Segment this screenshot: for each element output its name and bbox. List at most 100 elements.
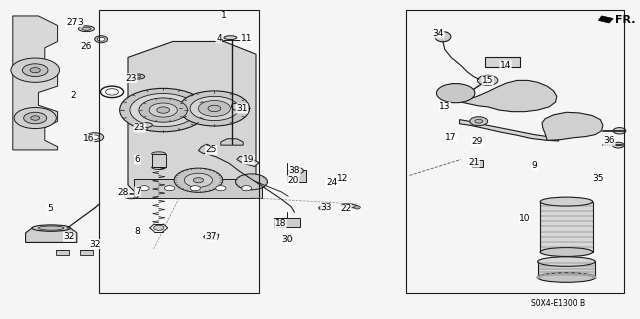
Circle shape xyxy=(193,178,204,183)
Ellipse shape xyxy=(38,226,64,230)
Circle shape xyxy=(97,37,105,41)
Polygon shape xyxy=(204,233,219,240)
Ellipse shape xyxy=(319,206,328,210)
Circle shape xyxy=(554,272,558,274)
Ellipse shape xyxy=(540,248,593,256)
Text: 16: 16 xyxy=(83,134,94,143)
Circle shape xyxy=(139,186,149,191)
Bar xyxy=(406,10,624,293)
Circle shape xyxy=(22,64,48,77)
Text: 21: 21 xyxy=(468,158,479,167)
Text: 37: 37 xyxy=(205,232,217,241)
Text: 9: 9 xyxy=(532,161,537,170)
Circle shape xyxy=(613,128,626,134)
Polygon shape xyxy=(542,112,603,140)
Circle shape xyxy=(179,91,250,126)
Ellipse shape xyxy=(449,84,463,89)
Text: 36: 36 xyxy=(604,137,615,145)
Circle shape xyxy=(612,142,624,148)
Ellipse shape xyxy=(340,204,357,208)
Text: 31: 31 xyxy=(236,104,248,113)
Text: 1: 1 xyxy=(221,11,227,20)
Circle shape xyxy=(216,186,226,191)
Ellipse shape xyxy=(140,122,152,128)
Text: 28: 28 xyxy=(118,189,129,197)
Text: 14: 14 xyxy=(500,61,511,70)
Polygon shape xyxy=(598,16,613,23)
Text: 3: 3 xyxy=(77,18,83,27)
Circle shape xyxy=(477,75,498,85)
Circle shape xyxy=(86,133,104,142)
Circle shape xyxy=(446,88,465,98)
Text: 15: 15 xyxy=(482,76,493,85)
Circle shape xyxy=(586,274,589,276)
Ellipse shape xyxy=(538,257,595,266)
Circle shape xyxy=(157,107,170,113)
Text: 29: 29 xyxy=(471,137,483,146)
Ellipse shape xyxy=(232,103,239,110)
Ellipse shape xyxy=(224,36,237,40)
Text: 25: 25 xyxy=(205,145,217,154)
Bar xyxy=(538,261,595,278)
Circle shape xyxy=(548,273,552,275)
Text: 35: 35 xyxy=(593,174,604,182)
Circle shape xyxy=(120,88,207,132)
Bar xyxy=(287,170,306,182)
Circle shape xyxy=(321,207,326,209)
Circle shape xyxy=(130,93,196,127)
Circle shape xyxy=(575,272,579,274)
Text: 32: 32 xyxy=(89,240,100,249)
Circle shape xyxy=(190,186,200,191)
Text: 5: 5 xyxy=(47,204,52,213)
Circle shape xyxy=(483,78,493,83)
Ellipse shape xyxy=(435,32,451,42)
Circle shape xyxy=(589,274,593,276)
Polygon shape xyxy=(13,16,58,150)
Circle shape xyxy=(536,277,540,278)
Text: 10: 10 xyxy=(519,214,531,223)
Text: 19: 19 xyxy=(243,155,254,164)
Circle shape xyxy=(236,174,268,190)
Circle shape xyxy=(127,194,135,198)
Circle shape xyxy=(291,167,303,174)
Circle shape xyxy=(184,173,212,187)
Ellipse shape xyxy=(152,152,166,156)
Text: 20: 20 xyxy=(287,176,299,185)
Text: 12: 12 xyxy=(337,174,348,183)
Text: 24: 24 xyxy=(326,178,337,187)
Text: 2: 2 xyxy=(71,91,76,100)
Bar xyxy=(134,179,262,198)
Text: 32: 32 xyxy=(63,232,75,241)
Text: 23: 23 xyxy=(125,74,137,83)
Text: 30: 30 xyxy=(281,235,292,244)
Ellipse shape xyxy=(538,273,595,282)
Polygon shape xyxy=(26,228,77,242)
Circle shape xyxy=(11,58,60,82)
Bar xyxy=(540,202,593,252)
Text: 18: 18 xyxy=(275,219,286,228)
Circle shape xyxy=(580,273,584,275)
Ellipse shape xyxy=(284,236,292,241)
Polygon shape xyxy=(198,144,212,154)
Circle shape xyxy=(30,68,40,73)
Ellipse shape xyxy=(82,27,91,30)
Ellipse shape xyxy=(540,197,593,206)
Polygon shape xyxy=(128,41,256,198)
Text: 6: 6 xyxy=(135,155,140,164)
Ellipse shape xyxy=(134,75,141,78)
Bar xyxy=(472,160,483,167)
Circle shape xyxy=(475,119,483,123)
Circle shape xyxy=(438,34,448,39)
Bar xyxy=(99,10,259,293)
Ellipse shape xyxy=(124,194,138,199)
Text: 26: 26 xyxy=(81,42,92,51)
Circle shape xyxy=(149,103,177,117)
Ellipse shape xyxy=(131,74,145,79)
Circle shape xyxy=(436,84,475,103)
Circle shape xyxy=(154,225,164,230)
Circle shape xyxy=(198,100,230,116)
Polygon shape xyxy=(221,139,243,145)
Text: FR.: FR. xyxy=(615,15,636,25)
Circle shape xyxy=(470,117,488,126)
Circle shape xyxy=(31,116,40,120)
